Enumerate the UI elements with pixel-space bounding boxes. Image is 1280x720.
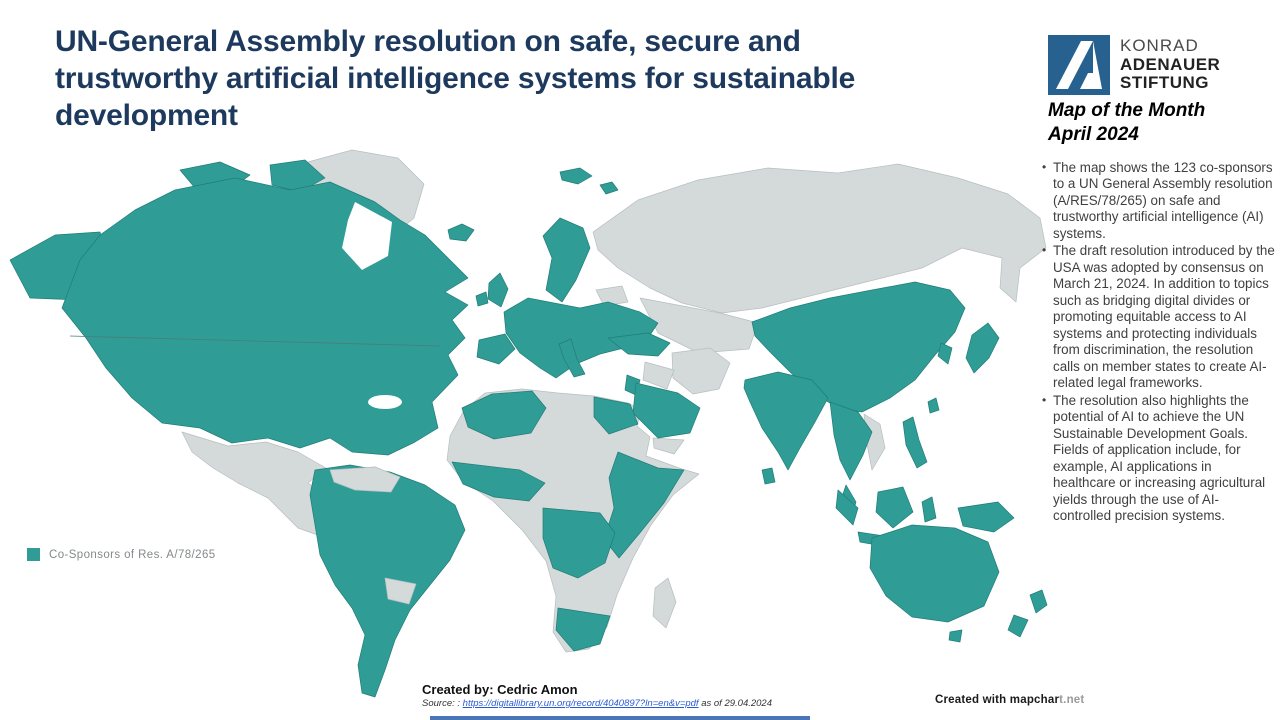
source-prefix: Source: : — [422, 698, 463, 709]
legend-swatch — [27, 548, 40, 561]
region-new-zealand-north — [1029, 589, 1048, 614]
region-australia — [869, 524, 1000, 623]
kas-logo-a-stripe — [1056, 41, 1093, 89]
watermark-dark-part: Created with mapchar — [935, 694, 1060, 706]
region-venezuela-top — [329, 466, 401, 493]
bullet-item-3: The resolution also highlights the poten… — [1042, 393, 1276, 525]
created-by-text: Created by: Cedric Amon — [422, 682, 578, 697]
mapchart-watermark: Created with mapchart.net — [935, 694, 1084, 706]
kas-logo-block: KONRAD ADENAUER STIFTUNG — [1048, 35, 1220, 95]
world-map — [9, 149, 1048, 698]
source-link[interactable]: https://digitallibrary.un.org/record/404… — [462, 698, 699, 709]
region-sumatra — [835, 489, 859, 526]
map-month-line1: Map of the Month — [1048, 100, 1206, 121]
region-scandinavia — [542, 217, 591, 303]
region-borneo — [875, 486, 914, 529]
kas-logo-line3: STIFTUNG — [1120, 73, 1209, 93]
region-south-africa — [555, 607, 611, 652]
region-west-africa — [451, 461, 546, 502]
region-turkey — [607, 332, 671, 357]
map-of-the-month-label: Map of the Month April 2024 — [1048, 99, 1205, 147]
bullet-item-1: The map shows the 123 co-sponsors to a U… — [1042, 160, 1276, 242]
page-title: UN-General Assembly resolution on safe, … — [55, 25, 856, 132]
region-congo-zambia — [542, 507, 616, 579]
region-new-zealand-south — [1007, 614, 1029, 638]
region-ireland — [475, 291, 489, 307]
region-taiwan — [927, 397, 940, 414]
map-month-line2: April 2024 — [1048, 123, 1139, 145]
credits-block: Created by: Cedric Amon Source: : https:… — [422, 682, 772, 709]
bottom-blue-bar — [430, 716, 810, 720]
region-kazakhstan — [639, 297, 759, 354]
region-iceland — [447, 223, 475, 242]
kas-logo-a-triangle — [1080, 41, 1102, 89]
region-sri-lanka — [761, 467, 776, 485]
region-bolivia — [384, 577, 417, 605]
region-philippines — [902, 416, 928, 469]
region-iraq-syria — [642, 361, 675, 390]
region-iran — [671, 347, 731, 395]
region-yemen — [652, 437, 685, 455]
region-egypt — [593, 396, 639, 435]
region-tasmania — [948, 629, 963, 643]
legend-label: Co-Sponsors of Res. A/78/265 — [49, 548, 216, 561]
region-se-asia-mainland — [829, 401, 873, 481]
region-svalbard-1 — [559, 167, 593, 185]
kas-logo-a-notch — [1084, 59, 1092, 69]
source-line: Source: : https://digitallibrary.un.org/… — [422, 698, 772, 709]
region-iberia — [476, 333, 516, 365]
region-svalbard-2 — [599, 181, 619, 195]
region-new-guinea — [957, 501, 1015, 533]
region-sulawesi — [921, 496, 937, 523]
us-canada-border — [69, 335, 441, 347]
kas-logo-line2: ADENAUER — [1120, 54, 1221, 74]
region-india — [743, 371, 829, 471]
bullet-item-2: The draft resolution introduced by the U… — [1042, 243, 1276, 391]
kas-logo-line1: KONRAD — [1120, 36, 1199, 56]
region-maghreb — [461, 390, 547, 440]
region-italy — [558, 338, 586, 378]
hudson-bay — [342, 202, 392, 270]
region-russia — [592, 163, 1047, 314]
region-uk — [487, 272, 509, 308]
region-canada-arctic-2 — [269, 159, 326, 193]
region-east-africa — [603, 451, 685, 559]
bullet-list: The map shows the 123 co-sponsors to a U… — [1040, 160, 1276, 525]
kas-logo-text: KONRAD ADENAUER STIFTUNG — [1120, 35, 1220, 95]
region-korea — [937, 342, 953, 365]
great-lakes — [368, 395, 402, 409]
watermark-light-part: t.net — [1059, 694, 1085, 706]
region-belarus-baltic — [595, 285, 629, 307]
region-madagascar — [652, 577, 677, 629]
source-suffix: as of 29.04.2024 — [698, 698, 772, 709]
kas-logo-icon — [1048, 35, 1110, 95]
map-legend: Co-Sponsors of Res. A/78/265 — [27, 548, 216, 561]
region-japan — [965, 322, 1000, 374]
sidebar-notes: The map shows the 123 co-sponsors to a U… — [1040, 160, 1276, 526]
